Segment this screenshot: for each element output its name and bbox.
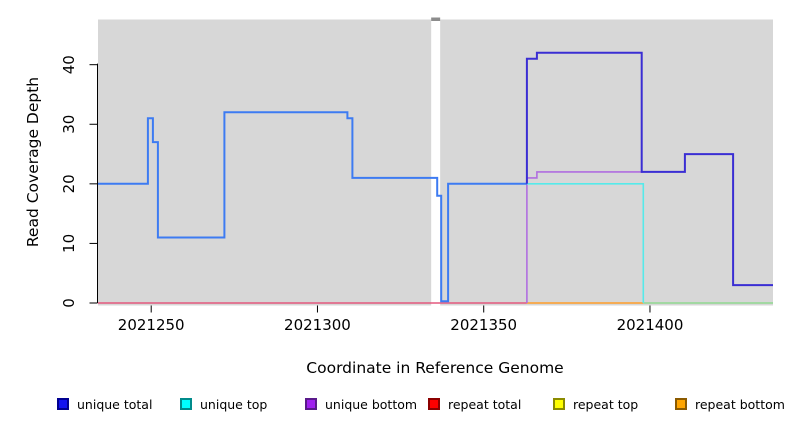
legend-swatch-icon <box>675 398 687 410</box>
legend-label: repeat total <box>448 396 522 412</box>
legend-label: repeat bottom <box>695 396 785 412</box>
legend-swatch-icon <box>180 398 192 410</box>
legend-item-repeat-total: repeat total <box>428 396 521 412</box>
y-tick-label: 40 <box>60 55 78 74</box>
series-unique-top <box>526 183 645 303</box>
legend-label: unique bottom <box>325 396 418 412</box>
x-tick-label: 2021300 <box>284 316 351 334</box>
legend-swatch-icon <box>553 398 565 410</box>
series-unique-bottom <box>526 171 644 303</box>
legend: unique total unique top unique bottom repea… <box>0 396 792 416</box>
y-tick-label: 10 <box>60 234 78 253</box>
y-axis-title: Read Coverage Depth <box>24 76 42 248</box>
legend-item-unique-total: unique total <box>57 396 152 412</box>
series-unique-total-left <box>98 111 527 303</box>
series-unique-total-right <box>525 51 773 287</box>
legend-swatch-icon <box>57 398 69 410</box>
x-axis-title: Coordinate in Reference Genome <box>306 359 564 377</box>
legend-item-repeat-bottom: repeat bottom <box>675 396 785 412</box>
y-tick-label: 20 <box>60 174 78 193</box>
legend-item-unique-bottom: unique bottom <box>305 396 417 412</box>
legend-label: unique total <box>77 396 153 412</box>
y-tick-label: 0 <box>60 298 78 308</box>
legend-item-unique-top: unique top <box>180 396 267 412</box>
legend-swatch-icon <box>305 398 317 410</box>
x-tick-label: 2021250 <box>118 316 185 334</box>
legend-swatch-icon <box>428 398 440 410</box>
legend-label: unique top <box>200 396 268 412</box>
coverage-gap-cap <box>431 17 441 21</box>
x-tick-label: 2021350 <box>450 316 517 334</box>
x-tick-label: 2021400 <box>617 316 684 334</box>
legend-item-repeat-top: repeat top <box>553 396 638 412</box>
coverage-gap-band <box>431 19 441 306</box>
y-tick-label: 30 <box>60 115 78 134</box>
legend-label: repeat top <box>573 396 639 412</box>
